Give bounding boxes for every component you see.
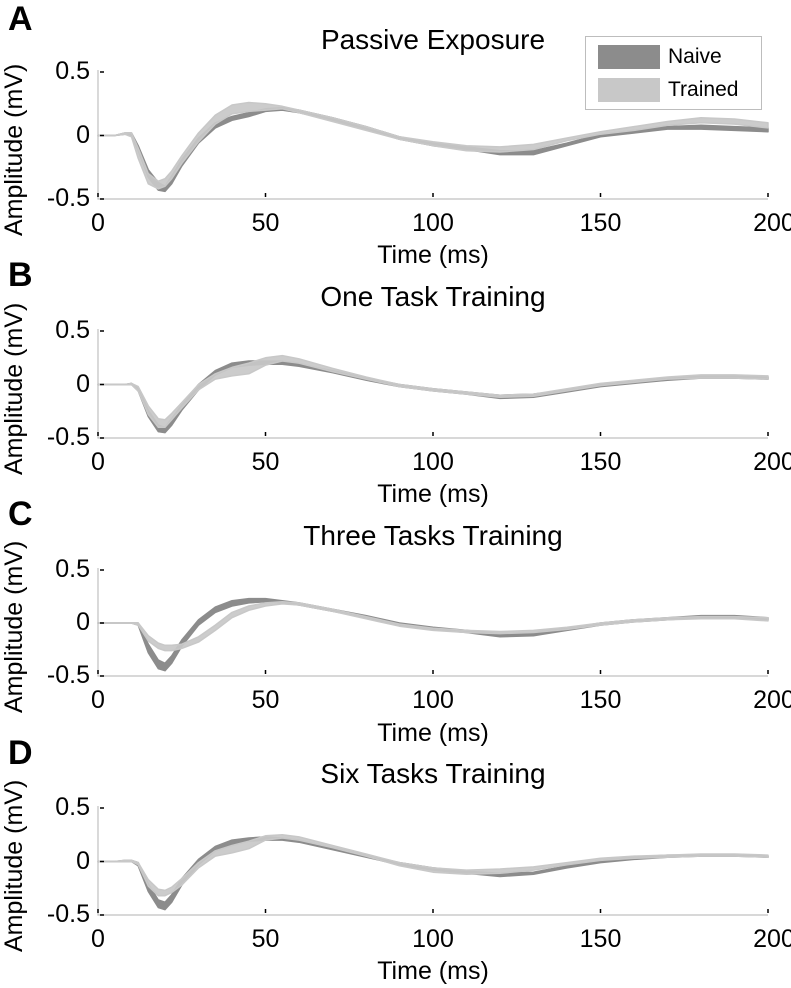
panel-title: Passive Exposure xyxy=(320,24,546,55)
panel-letter: C xyxy=(8,495,33,533)
y-tick-label: 0.5 xyxy=(55,316,90,344)
legend-label-trained: Trained xyxy=(668,78,739,101)
x-tick-label: 50 xyxy=(251,448,280,476)
x-tick-label: 200 xyxy=(753,209,791,237)
y-tick-label: 0 xyxy=(76,846,90,875)
x-tick-label: 150 xyxy=(579,686,622,714)
x-tick-label: 150 xyxy=(579,448,622,476)
legend-swatch-naive xyxy=(598,45,660,69)
band-trained xyxy=(97,101,769,190)
axes xyxy=(97,70,768,200)
x-axis-label: Time (ms) xyxy=(377,719,489,747)
panel-letter: D xyxy=(8,734,33,772)
legend-item-naive: Naive xyxy=(598,45,722,69)
y-tick-label: -0.5 xyxy=(46,661,90,689)
x-tick-label: 0 xyxy=(91,448,105,476)
x-tick-label: 200 xyxy=(753,448,791,476)
x-tick-label: 150 xyxy=(579,209,622,237)
y-tick-label: 0.5 xyxy=(55,555,90,583)
x-tick-label: 0 xyxy=(91,686,105,714)
x-tick-label: 200 xyxy=(753,925,791,953)
x-axis-label: Time (ms) xyxy=(377,241,489,269)
x-tick-label: 50 xyxy=(251,925,280,953)
x-axis-label: Time (ms) xyxy=(377,480,489,508)
x-tick-label: 0 xyxy=(91,209,105,237)
x-tick-label: 50 xyxy=(251,686,280,714)
x-tick-label: 0 xyxy=(91,925,105,953)
y-tick-label: -0.5 xyxy=(46,184,90,212)
y-tick-label: 0 xyxy=(76,608,90,636)
axes xyxy=(97,568,768,677)
x-tick-label: 150 xyxy=(579,925,622,953)
x-axis-label: Time (ms) xyxy=(377,957,489,985)
panel-letter: A xyxy=(8,0,33,38)
y-tick-label: 0.5 xyxy=(55,57,90,85)
band-trained xyxy=(97,834,769,897)
panel-title: One Task Training xyxy=(320,281,546,312)
legend-swatch-trained xyxy=(598,78,660,102)
y-tick-label: 0.5 xyxy=(55,793,90,821)
band-trained xyxy=(97,601,769,652)
panel-title: Three Tasks Training xyxy=(303,520,563,551)
y-tick-label: 0 xyxy=(76,120,90,149)
y-tick-label: -0.5 xyxy=(46,423,90,451)
x-tick-label: 100 xyxy=(412,448,454,476)
band-trained xyxy=(97,354,769,429)
y-tick-label: 0 xyxy=(76,369,90,398)
x-tick-label: 50 xyxy=(251,209,280,237)
panel-letter: B xyxy=(8,256,33,294)
axes xyxy=(97,806,768,916)
band-naive xyxy=(97,836,769,911)
axes xyxy=(97,329,768,439)
legend: Naive Trained xyxy=(585,36,762,110)
x-tick-label: 100 xyxy=(412,925,454,953)
legend-label-naive: Naive xyxy=(668,45,722,68)
panel-title: Six Tasks Training xyxy=(320,758,546,789)
legend-item-trained: Trained xyxy=(598,78,738,102)
x-tick-label: 100 xyxy=(412,686,454,714)
x-tick-label: 100 xyxy=(412,209,454,237)
x-tick-label: 200 xyxy=(753,686,791,714)
y-tick-label: -0.5 xyxy=(46,900,90,928)
